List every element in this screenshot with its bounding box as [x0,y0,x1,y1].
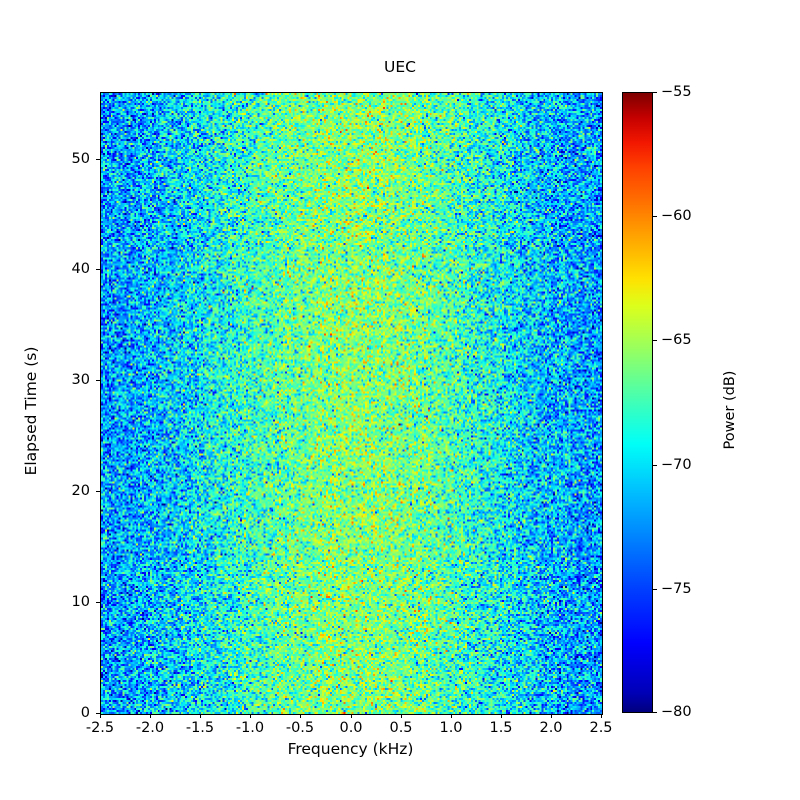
x-tick-label: -1.0 [235,720,265,736]
colorbar-tick-mark [653,712,657,713]
x-tick-label: -1.5 [185,720,215,736]
y-tick-mark [96,159,100,160]
colorbar-tick-mark [653,340,657,341]
x-tick-label: -2.5 [85,720,115,736]
x-tick-label: 0.5 [389,720,413,736]
spectrogram-image [101,93,602,714]
y-tick-label: 30 [71,372,90,388]
y-tick-mark [96,602,100,603]
colorbar-tick-label: −65 [661,332,692,348]
y-tick-mark [96,269,100,270]
x-tick-mark [551,714,552,718]
y-tick-label: 50 [71,151,90,167]
x-tick-mark [601,714,602,718]
x-tick-label: 2.5 [589,720,613,736]
x-tick-label: 2.0 [539,720,563,736]
x-tick-label: 1.5 [489,720,513,736]
y-tick-label: 20 [71,483,90,499]
colorbar-gradient [622,92,653,713]
x-tick-label: 0.0 [339,720,363,736]
y-tick-mark [96,380,100,381]
colorbar-tick-mark [653,589,657,590]
colorbar-tick-label: −55 [661,84,692,100]
y-tick-label: 0 [80,705,90,721]
colorbar-tick-mark [653,216,657,217]
x-tick-mark [200,714,201,718]
y-axis-label: Elapsed Time (s) [22,346,40,476]
x-tick-mark [501,714,502,718]
x-tick-mark [351,714,352,718]
colorbar-tick-mark [653,92,657,93]
x-tick-mark [401,714,402,718]
spectrogram-plot-area [100,92,603,715]
x-tick-label: -2.0 [135,720,165,736]
x-axis-label: Frequency (kHz) [287,740,414,758]
x-tick-mark [451,714,452,718]
x-tick-label: 1.0 [439,720,463,736]
title-line-station: UEC [384,58,416,77]
colorbar-label: Power (dB) [722,370,738,450]
colorbar-container: −80 −75 −70 −65 −60 −55 [622,84,692,720]
x-tick-mark [100,714,101,718]
y-tick-mark [96,713,100,714]
colorbar-tick-mark [653,465,657,466]
y-tick-mark [96,491,100,492]
x-tick-mark [150,714,151,718]
colorbar-tick-label: −80 [661,704,692,720]
x-tick-mark [300,714,301,718]
y-tick-label: 40 [71,261,90,277]
x-tick-mark [250,714,251,718]
colorbar-tick-label: −70 [661,457,692,473]
y-tick-label: 10 [71,594,90,610]
colorbar-tick-label: −60 [661,208,692,224]
x-tick-label: -0.5 [285,720,315,736]
colorbar-tick-label: −75 [661,581,692,597]
